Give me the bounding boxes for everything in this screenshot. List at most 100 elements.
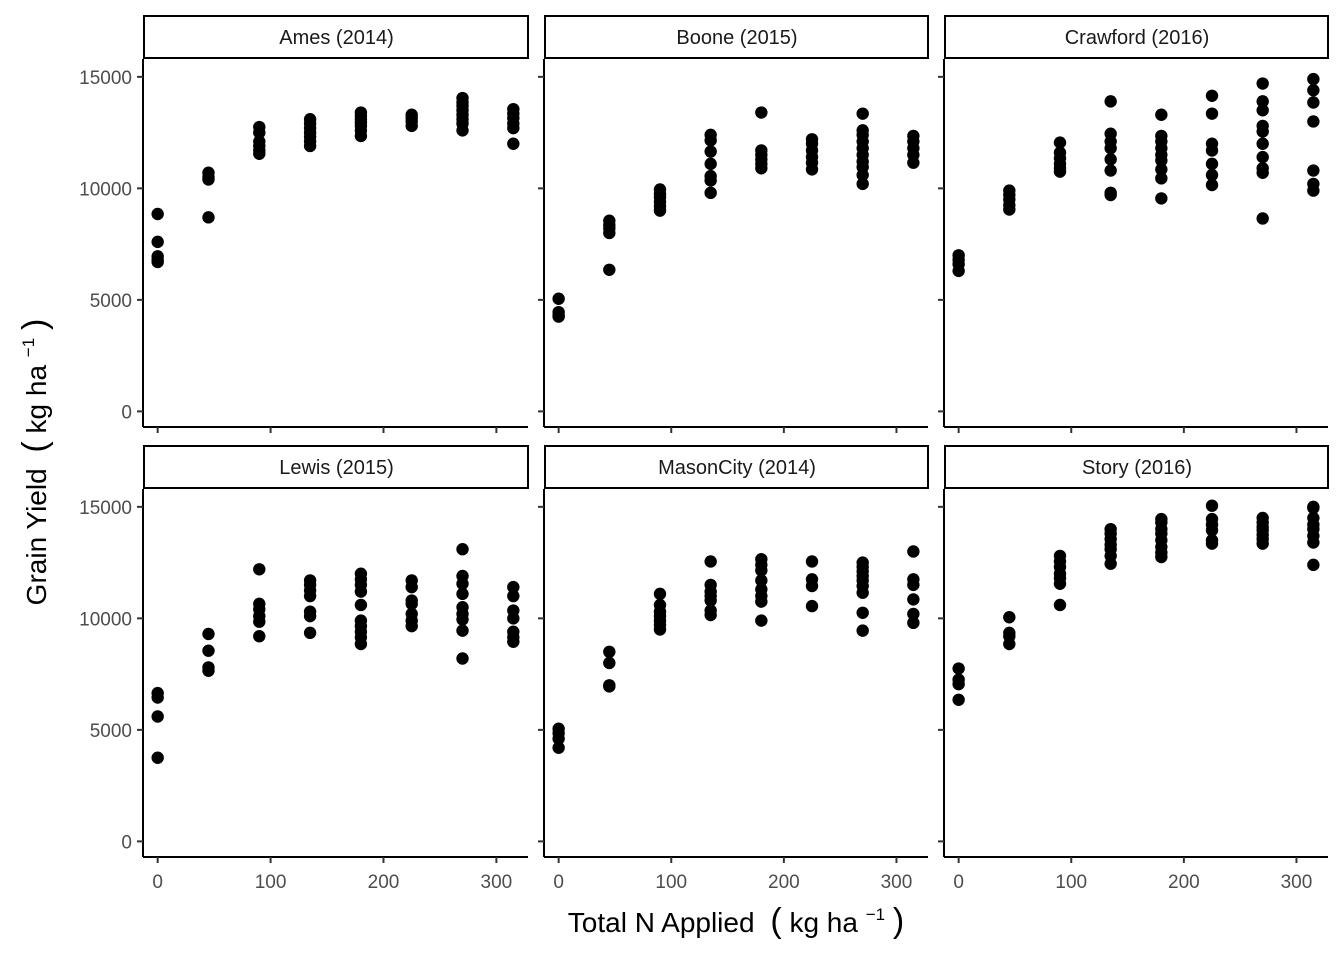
data-point [755,595,768,608]
facet-panel: Crawford (2016) [938,15,1329,433]
y-tick-label: 5000 [90,721,132,742]
y-axis-title-close: ) [16,319,54,330]
data-point [704,186,717,200]
data-point [1256,125,1269,138]
data-point [303,139,317,153]
data-point [1053,577,1067,590]
data-point [202,211,215,224]
data-point [805,599,819,613]
data-point [253,126,266,139]
data-point [1104,142,1117,155]
data-point [456,587,469,601]
y-axis-title-sup: −1 [19,338,38,357]
data-point [856,606,869,619]
facet-strip-label: MasonCity (2014) [658,457,816,479]
y-axis-title-main: Grain Yield [21,468,52,605]
data-point [507,612,520,625]
data-point [856,107,869,120]
data-point [1307,501,1320,515]
data-point [653,204,667,217]
panels-layer: Ames (2014) 0 5000 10000 15000 Boone (2015) Cr… [79,15,1329,893]
data-point [704,594,717,607]
data-point [1104,95,1117,108]
data-point [456,577,469,590]
data-point [507,589,520,603]
facet-strip [544,15,929,59]
data-point [405,619,418,633]
data-point [456,624,469,637]
facet-strip-label: Ames (2014) [279,27,394,49]
x-tick-label: 200 [768,872,800,893]
x-axis-title-sup: −1 [866,905,885,924]
y-tick-label: 10000 [79,609,132,630]
data-point [1205,89,1219,103]
data-point [907,607,920,621]
data-point [1256,95,1269,108]
data-point [1104,164,1117,177]
x-tick-label: 100 [255,872,287,893]
data-point [1104,153,1117,166]
data-point [1155,154,1168,167]
data-point [704,145,717,158]
x-tick-label: 100 [655,872,687,893]
data-point [507,580,520,594]
data-point [1053,598,1067,612]
facet-strip [944,445,1329,489]
data-point [603,226,616,240]
data-point [704,157,717,171]
data-point [253,147,266,160]
data-point [907,156,920,169]
data-point [405,597,418,611]
data-point [1205,499,1219,512]
facet-strip [944,15,1329,59]
data-point [552,292,565,305]
data-point [907,578,920,592]
data-point [1307,536,1320,549]
facet-strip [544,445,929,489]
y-tick-label: 5000 [90,291,132,312]
data-point [603,645,616,659]
x-tick-label: 100 [1055,872,1087,893]
facet-strip-label: Crawford (2016) [1065,27,1210,49]
data-point [507,121,520,135]
data-point [1307,115,1320,128]
facet-panel: Lewis (2015) 0 5000 10000 15000 0 100 200 300 [79,445,529,893]
y-tick-label: 15000 [79,498,132,519]
y-tick-label: 0 [121,402,132,423]
data-point [354,637,368,651]
facet-panel: Boone (2015) [538,15,929,433]
data-point [1256,537,1269,550]
data-point [1053,136,1067,149]
data-point [704,174,717,187]
y-tick-label: 0 [121,832,132,853]
data-point [704,134,717,147]
data-point [1205,157,1219,171]
data-point [1155,550,1168,564]
data-point [303,626,317,640]
data-point [1205,524,1219,537]
facet-panel: Story (2016) 0 100 200 300 [938,445,1329,893]
facet-panel: Ames (2014) 0 5000 10000 15000 [79,15,529,433]
data-point [552,741,565,754]
facet-strip-label: Lewis (2015) [279,457,394,479]
data-point [755,162,768,175]
data-point [952,662,965,675]
data-point [151,691,164,704]
x-axis-title-main: Total N Applied [568,907,755,938]
data-point [1205,168,1219,182]
data-point [952,693,965,706]
data-point [507,635,520,648]
data-point [354,585,368,598]
data-point [805,163,819,176]
data-point [1256,104,1269,117]
data-point [907,616,920,630]
data-point [1307,184,1320,197]
data-point [354,129,368,143]
data-point [1307,84,1320,97]
x-tick-label: 300 [481,872,513,893]
data-point [552,310,565,323]
data-point [755,106,768,119]
data-point [405,580,418,594]
data-point [1155,192,1168,205]
